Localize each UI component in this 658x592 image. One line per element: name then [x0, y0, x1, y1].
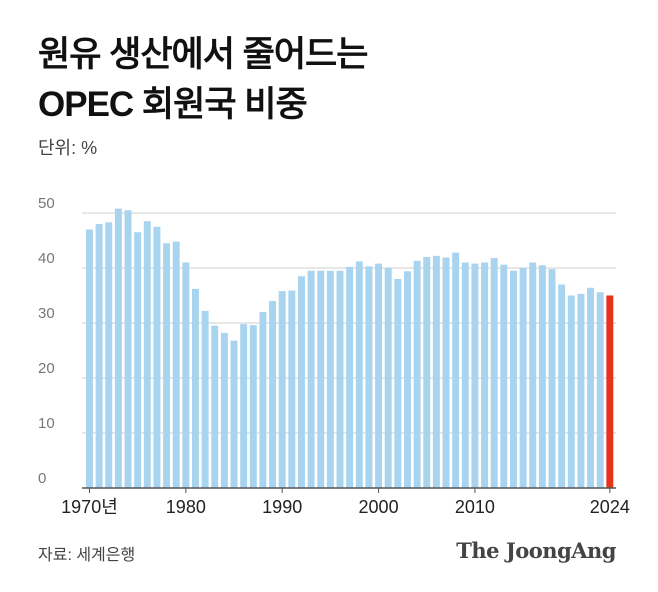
y-tick-label: 10: [38, 415, 55, 432]
x-tick-label: 1970년: [61, 497, 118, 517]
unit-label: 단위: %: [38, 138, 98, 158]
title-line-2: OPEC 회원국 비중: [38, 85, 308, 124]
y-tick-label: 40: [38, 250, 55, 267]
source-label: 자료: 세계은행: [38, 547, 136, 564]
bar: [298, 276, 305, 488]
bar: [182, 262, 190, 488]
bar: [529, 262, 537, 488]
bar: [269, 301, 277, 488]
x-tick-label: 1990: [262, 497, 302, 517]
chart-title: 원유 생산에서 줄어드는 OPEC 회원국 비중: [38, 30, 368, 130]
bar: [587, 287, 595, 488]
bar: [452, 252, 460, 488]
bar: [538, 265, 546, 488]
bar: [346, 266, 354, 488]
bar: [192, 288, 199, 488]
bar: [519, 268, 527, 488]
x-tick-label: 2000: [359, 497, 399, 517]
bar: [355, 261, 363, 488]
bar: [471, 263, 479, 488]
bar: [423, 257, 431, 488]
bar: [105, 222, 113, 488]
bar: [134, 232, 142, 488]
bar: [375, 263, 383, 488]
bar: [249, 325, 257, 488]
x-tick-label: 2010: [455, 497, 495, 517]
bar: [442, 257, 450, 488]
bar: [500, 264, 508, 488]
bar: [510, 270, 517, 488]
y-tick-label: 30: [38, 305, 55, 322]
bar: [124, 210, 132, 488]
bar: [548, 269, 556, 488]
title-line-1: 원유 생산에서 줄어드는: [38, 35, 368, 74]
bar: [461, 262, 469, 488]
bar: [317, 270, 325, 488]
bar: [384, 267, 392, 488]
bar: [394, 279, 402, 488]
bar: [95, 224, 103, 488]
bar: [606, 295, 614, 488]
bar: [143, 221, 151, 488]
bar: [307, 270, 315, 488]
bar: [220, 332, 228, 488]
bar: [230, 340, 238, 488]
bar: [201, 310, 209, 488]
bar: [336, 270, 344, 488]
bar: [86, 229, 93, 488]
bar: [577, 293, 585, 488]
bar: [365, 266, 373, 488]
y-tick-label: 50: [38, 195, 55, 212]
bar: [326, 270, 334, 488]
bar: [153, 226, 161, 488]
bar: [567, 295, 575, 488]
bar: [490, 258, 498, 488]
bar: [278, 291, 286, 488]
bar: [404, 271, 411, 488]
bar: [413, 260, 421, 488]
bar: [259, 312, 267, 488]
bar: [432, 255, 440, 488]
x-tick-label: 2024: [590, 497, 630, 517]
y-tick-label: 0: [38, 470, 46, 487]
bar: [114, 208, 122, 488]
bar: [211, 325, 219, 488]
brand-logo: The JoongAng: [456, 538, 616, 563]
x-tick-label: 1980: [166, 497, 206, 517]
bar: [240, 324, 248, 488]
y-tick-label: 20: [38, 360, 55, 377]
bar: [558, 284, 566, 488]
bar: [596, 292, 604, 488]
bar: [172, 241, 180, 488]
bar: [163, 243, 171, 488]
bar: [481, 262, 489, 488]
bar: [288, 290, 296, 488]
